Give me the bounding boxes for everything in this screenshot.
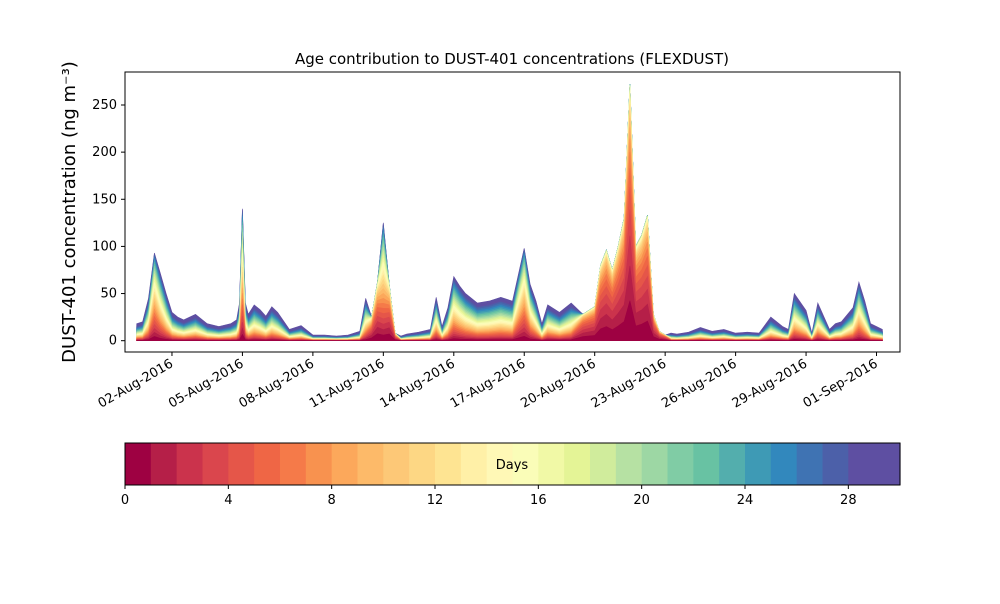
colorbar-ticks: 0 4 8 12 16 20 24 28: [121, 485, 857, 508]
y-tick-label: 100: [92, 239, 117, 254]
colorbar-cell-2: [176, 443, 204, 485]
chart-title: Age contribution to DUST-401 concentrati…: [295, 50, 729, 68]
colorbar-tick-label: 12: [427, 493, 444, 508]
x-tick-label: 26-Aug-2016: [659, 356, 739, 411]
x-tick-label: 11-Aug-2016: [307, 356, 387, 411]
x-tick-label: 29-Aug-2016: [730, 356, 810, 411]
age-band-5: [136, 168, 883, 341]
x-tick-label: 20-Aug-2016: [518, 356, 598, 411]
colorbar-cell-25: [770, 443, 798, 485]
colorbar-tick-label: 4: [224, 493, 232, 508]
colorbar-cell-19: [615, 443, 643, 485]
y-tick-label: 50: [100, 287, 117, 302]
colorbar-cell-29: [874, 443, 901, 485]
colorbar-cell-23: [719, 443, 746, 485]
y-axis: 0 50 100 150 200 250: [92, 98, 125, 349]
colorbar-cell-22: [693, 443, 720, 485]
y-tick-label: 200: [92, 145, 117, 160]
plot-area: 0 50 100 150 200 250 02-Aug-201605-Aug-201608…: [92, 71, 901, 412]
age-bands: [136, 84, 883, 341]
y-tick-label: 250: [92, 98, 117, 113]
colorbar-tick-label: 16: [530, 493, 547, 508]
colorbar-cell-18: [590, 443, 617, 485]
colorbar-tick-label: 20: [633, 493, 650, 508]
x-tick-label: 08-Aug-2016: [237, 356, 317, 411]
y-axis-label: DUST-401 concentration (ng m⁻³): [59, 61, 80, 363]
colorbar-label: Days: [496, 458, 529, 473]
x-tick-label: 02-Aug-2016: [96, 356, 176, 411]
colorbar-cell-0: [125, 443, 152, 485]
plot-frame: [124, 71, 901, 353]
x-tick-label: 05-Aug-2016: [166, 356, 246, 411]
age-band-3: [136, 209, 883, 341]
age-band-7: [136, 138, 883, 341]
colorbar-cell-11: [409, 443, 436, 485]
colorbar-cell-26: [796, 443, 824, 485]
age-band-8: [136, 127, 883, 341]
colorbar-cell-6: [280, 443, 307, 485]
colorbar-cell-8: [331, 443, 359, 485]
x-tick-label: 01-Sep-2016: [801, 356, 881, 411]
age-band-6: [136, 152, 883, 341]
age-band-29: [136, 84, 883, 341]
x-tick-label: 17-Aug-2016: [448, 356, 528, 411]
colorbar-cell-7: [305, 443, 333, 485]
colorbar-cell-10: [383, 443, 410, 485]
colorbar-cells: [125, 443, 901, 485]
colorbar-cell-14: [486, 443, 514, 485]
age-band-2: [136, 235, 883, 341]
colorbar-cell-28: [848, 443, 875, 485]
colorbar-cell-16: [538, 443, 565, 485]
x-tick-label: 14-Aug-2016: [377, 356, 457, 411]
colorbar-cell-3: [202, 443, 229, 485]
colorbar-cell-20: [641, 443, 669, 485]
colorbar: Days 0 4 8 12 16 20 24 28: [121, 442, 901, 508]
age-band-4: [136, 187, 883, 341]
x-tick-label: 23-Aug-2016: [589, 356, 669, 411]
colorbar-tick-label: 28: [840, 493, 857, 508]
colorbar-cell-27: [822, 443, 849, 485]
colorbar-cell-9: [357, 443, 384, 485]
y-tick-label: 150: [92, 192, 117, 207]
colorbar-cell-13: [460, 443, 488, 485]
colorbar-cell-24: [745, 443, 772, 485]
colorbar-tick-label: 8: [328, 493, 336, 508]
colorbar-cell-12: [435, 443, 462, 485]
colorbar-cell-1: [150, 443, 178, 485]
age-band-0: [136, 300, 883, 341]
colorbar-cell-17: [564, 443, 591, 485]
colorbar-frame: [124, 442, 901, 486]
age-band-1: [136, 265, 883, 341]
x-axis: 02-Aug-201605-Aug-201608-Aug-201611-Aug-…: [96, 352, 881, 412]
colorbar-tick-label: 24: [737, 493, 754, 508]
colorbar-cell-21: [667, 443, 694, 485]
colorbar-tick-label: 0: [121, 493, 129, 508]
colorbar-cell-15: [512, 443, 539, 485]
colorbar-cell-5: [254, 443, 281, 485]
colorbar-cell-4: [228, 443, 255, 485]
y-tick-label: 0: [109, 334, 117, 349]
